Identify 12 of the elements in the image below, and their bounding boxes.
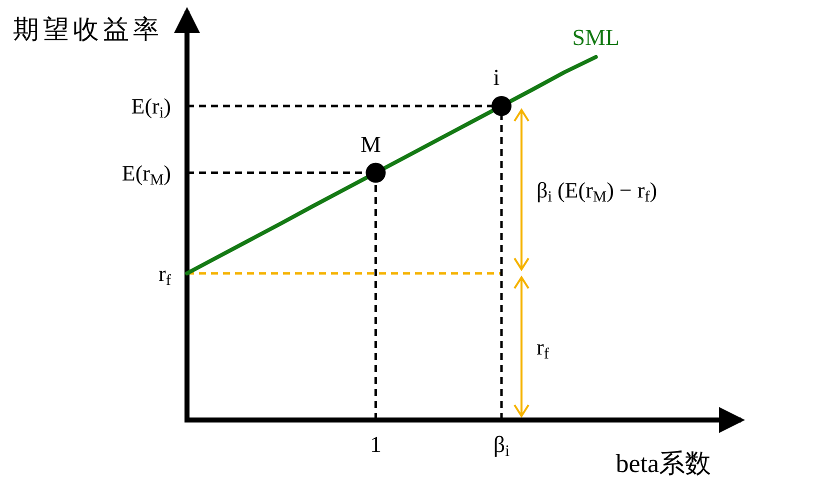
series-label: SML bbox=[572, 25, 620, 50]
x-axis-title: beta系数 bbox=[616, 449, 711, 478]
annotation: M bbox=[360, 132, 381, 157]
ref-line-label: E(r$_{M}$) bbox=[122, 160, 171, 189]
ref-line-label: r$_{f}$ bbox=[158, 261, 172, 290]
annotation: i bbox=[493, 65, 500, 90]
annotation: r$_{f}$ bbox=[536, 334, 550, 363]
y-axis-title: 期望收益率 bbox=[13, 15, 163, 44]
annotation: β$_{i}$ (E(r$_{M}$) − r$_{f}$) bbox=[536, 177, 658, 206]
x-tick-label: β$_{i}$ bbox=[493, 432, 510, 460]
ref-line-label: E(r$_{i}$) bbox=[131, 94, 171, 122]
x-tick-label: 1 bbox=[370, 432, 382, 457]
